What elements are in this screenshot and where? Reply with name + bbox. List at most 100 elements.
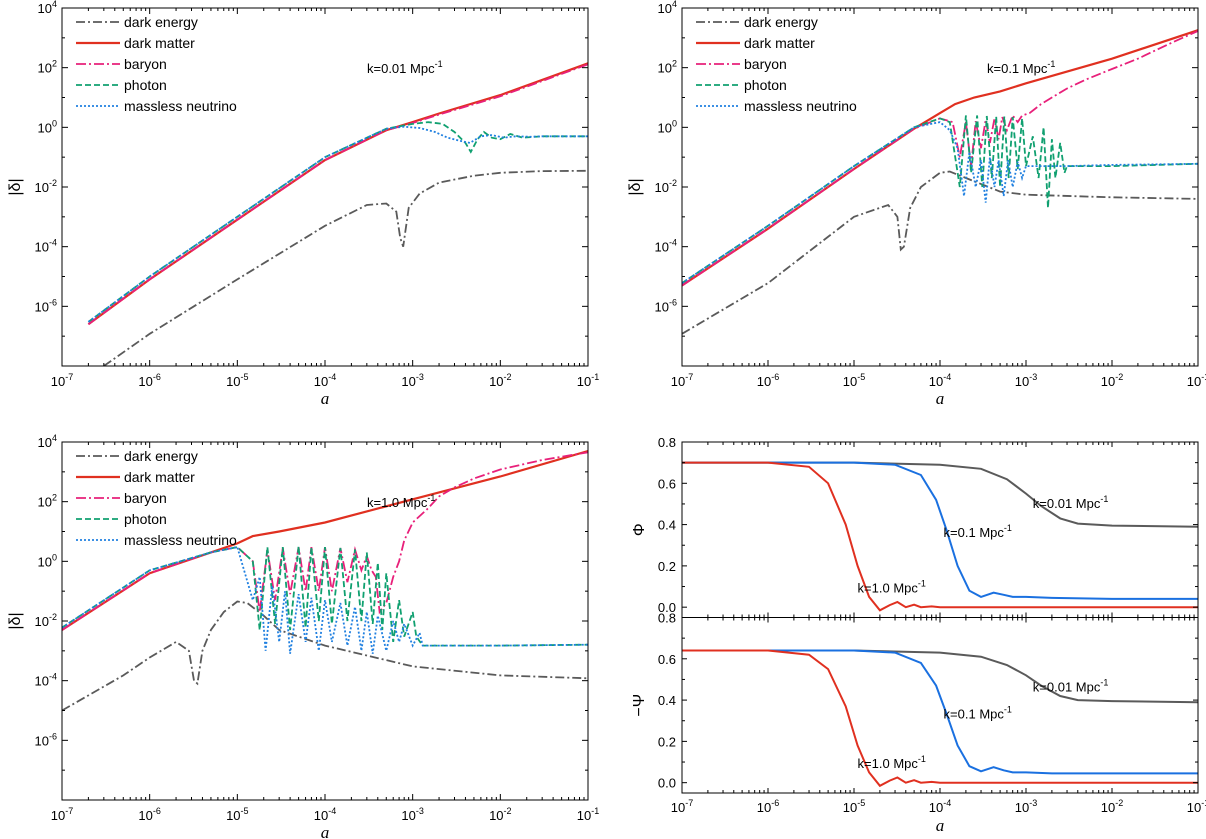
x-tick-label: 10-3 (401, 806, 423, 823)
x-tick-label: 10-5 (843, 798, 865, 815)
x-tick-label: 10-2 (1101, 798, 1123, 815)
series-line-massless-neutrino (682, 121, 1198, 284)
y-tick-label: 0.8 (658, 611, 676, 626)
legend-label: massless neutrino (124, 98, 237, 114)
y-axis-label: |δ| (7, 612, 24, 629)
delta-panel-1: 10-7 10-6 10-5 10-4 10-3 10-2 10-1 10-6 10-4 10-2… (7, 0, 599, 408)
y-axis-label: |δ| (627, 178, 644, 195)
series-line-photon (87, 121, 588, 323)
x-tick-label: 10-5 (226, 806, 248, 823)
series-line-dark-energy (62, 600, 588, 712)
x-tick-label: 10-6 (138, 806, 160, 823)
potential-line (682, 461, 1198, 600)
x-axis-label: a (321, 389, 330, 408)
y-tick-label: 10-4 (35, 672, 57, 689)
k-annotation: k=1.0 Mpc-1 (367, 493, 435, 510)
legend-label: dark energy (744, 14, 818, 30)
series-line-dark-energy (103, 169, 588, 366)
x-axis-label: a (321, 823, 330, 839)
series-line-dark-matter (62, 449, 588, 631)
x-tick-label: 10-7 (51, 372, 73, 389)
legend-label: massless neutrino (744, 98, 857, 114)
k-curve-label: k=0.1 Mpc-1 (944, 523, 1012, 540)
legend-label: photon (124, 77, 167, 93)
y-tick-label: 0.4 (658, 693, 676, 708)
y-tick-label: 10-2 (35, 178, 57, 195)
y-tick-label: 0.6 (658, 476, 676, 491)
k-curve-label: k=0.01 Mpc-1 (1033, 494, 1109, 511)
y-tick-label: 10-6 (35, 297, 57, 314)
x-tick-label: 10-6 (757, 372, 779, 389)
y-tick-label: 10-2 (655, 178, 677, 195)
k-curve-label: k=0.1 Mpc-1 (944, 705, 1012, 722)
x-tick-label: 10-1 (1187, 798, 1206, 815)
y-tick-label: 0.0 (658, 776, 676, 791)
x-tick-label: 10-7 (671, 372, 693, 389)
x-axis-label: a (936, 389, 945, 408)
plot-frame (681, 441, 1199, 618)
y-axis-label: |δ| (7, 178, 24, 195)
series-line-photon (62, 546, 588, 647)
x-tick-label: 10-6 (757, 798, 779, 815)
y-tick-label: 10-2 (35, 612, 57, 629)
y-tick-label: 10-6 (35, 731, 57, 748)
legend-label: massless neutrino (124, 532, 237, 548)
x-tick-label: 10-3 (1015, 798, 1037, 815)
series-line-baryon (682, 30, 1198, 287)
y-tick-label: 0.0 (658, 600, 676, 615)
x-tick-label: 10-7 (671, 798, 693, 815)
potential-line (682, 649, 1198, 788)
x-tick-label: 10-2 (489, 806, 511, 823)
legend-label: baryon (744, 56, 787, 72)
legend-label: dark matter (744, 35, 815, 51)
y-tick-label: 100 (38, 552, 57, 569)
series-line-dark-matter (682, 29, 1198, 287)
y-tick-label: 0.2 (658, 559, 676, 574)
series-line-baryon (87, 63, 588, 326)
y-tick-label: 0.6 (658, 652, 676, 667)
legend-label: dark matter (124, 35, 195, 51)
potential-line (682, 461, 1198, 528)
x-tick-label: 10-5 (226, 372, 248, 389)
legend-label: dark energy (124, 448, 198, 464)
x-tick-label: 10-3 (401, 372, 423, 389)
y-axis-label: −Ψ (631, 694, 648, 717)
y-tick-label: 0.4 (658, 518, 676, 533)
y-tick-label: 0.2 (658, 734, 676, 749)
x-tick-label: 10-3 (1015, 372, 1037, 389)
legend-label: dark energy (124, 14, 198, 30)
x-tick-label: 10-2 (489, 372, 511, 389)
y-tick-label: 104 (38, 0, 57, 16)
k-annotation: k=0.1 Mpc-1 (987, 59, 1055, 76)
y-tick-label: 10-4 (655, 238, 677, 255)
x-tick-label: 10-4 (314, 806, 336, 823)
y-tick-label: 102 (658, 59, 677, 76)
potential-line (682, 649, 1198, 775)
x-tick-label: 10-1 (577, 806, 599, 823)
y-tick-label: 10-4 (35, 238, 57, 255)
x-tick-label: 10-1 (1187, 372, 1206, 389)
x-tick-label: 10-5 (843, 372, 865, 389)
k-curve-label: k=1.0 Mpc-1 (858, 579, 926, 596)
y-tick-label: 102 (38, 493, 57, 510)
y-tick-label: 10-6 (655, 297, 677, 314)
y-tick-label: 102 (38, 59, 57, 76)
legend-label: photon (124, 511, 167, 527)
plot-frame (681, 617, 1199, 794)
legend-label: baryon (124, 490, 167, 506)
potential-x-axis: 10-7 10-6 10-5 10-4 10-3 10-2 10-1 a (671, 798, 1206, 835)
legend-label: photon (744, 77, 787, 93)
series-line-massless-neutrino (62, 546, 588, 654)
potential-line (682, 461, 1198, 612)
potential-line (682, 649, 1198, 704)
series-line-photon (682, 115, 1198, 284)
delta-panel-2: 10-7 10-6 10-5 10-4 10-3 10-2 10-1 10-6 10-4 10-2… (627, 0, 1206, 408)
y-tick-label: 0.8 (658, 435, 676, 450)
k-annotation: k=0.01 Mpc-1 (367, 59, 443, 76)
k-curve-label: k=0.01 Mpc-1 (1033, 678, 1109, 695)
x-tick-label: 10-4 (314, 372, 336, 389)
y-tick-label: 104 (658, 0, 677, 16)
legend: dark energy dark matter baryon photon massle… (76, 14, 237, 114)
legend-label: dark matter (124, 469, 195, 485)
